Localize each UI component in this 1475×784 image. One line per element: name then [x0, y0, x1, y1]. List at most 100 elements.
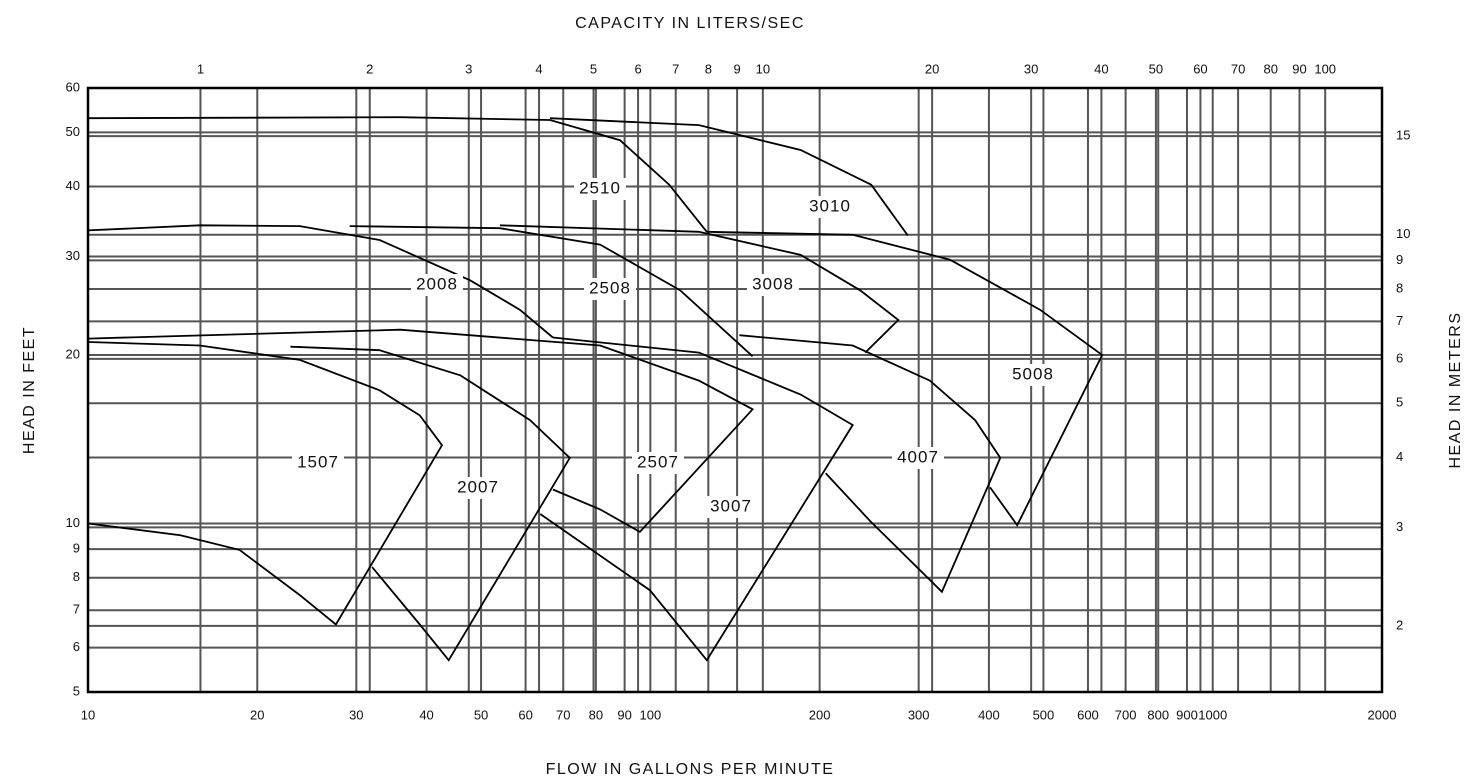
pump-curve	[549, 117, 909, 237]
pump-curve	[499, 224, 900, 354]
grid	[87, 87, 1383, 693]
x2-tick-label: 90	[1292, 61, 1306, 76]
pump-curve	[87, 116, 708, 233]
curves	[87, 116, 1104, 662]
pump-curve	[539, 336, 854, 662]
y-tick-label: 7	[73, 602, 80, 617]
x-tick-label: 60	[518, 707, 532, 722]
label-bg	[632, 452, 684, 474]
x-tick-label: 600	[1077, 707, 1099, 722]
label-bg	[804, 196, 856, 218]
x-axis-title: FLOW IN GALLONS PER MINUTE	[546, 761, 835, 778]
x2-tick-label: 3	[465, 61, 472, 76]
y-tick-label: 8	[73, 569, 80, 584]
x2-tick-label: 6	[634, 61, 641, 76]
y2-tick-label: 15	[1396, 128, 1410, 143]
y2-tick-label: 4	[1396, 449, 1403, 464]
x2-axis-title: CAPACITY IN LITERS/SEC	[575, 15, 805, 32]
label-bg	[584, 278, 636, 300]
y2-tick-label: 3	[1396, 519, 1403, 534]
y2-tick-label: 5	[1396, 395, 1403, 410]
x2-tick-label: 30	[1024, 61, 1038, 76]
y2-tick-label: 6	[1396, 350, 1403, 365]
x2-tick-label: 1	[197, 61, 204, 76]
x2-tick-label: 50	[1149, 61, 1163, 76]
label-bg	[892, 447, 944, 469]
x-tick-label: 1000	[1198, 707, 1227, 722]
pump-curve	[739, 334, 1002, 594]
y2-tick-label: 9	[1396, 252, 1403, 267]
pump-curve	[349, 225, 754, 357]
y-tick-label: 20	[66, 346, 80, 361]
x-tick-label: 90	[617, 707, 631, 722]
pump-curve	[87, 224, 554, 339]
x2-tick-label: 40	[1094, 61, 1108, 76]
curve-label: 2507	[637, 452, 679, 471]
x-tick-label: 800	[1147, 707, 1169, 722]
label-bg	[705, 496, 757, 518]
curve-label: 2510	[579, 178, 621, 197]
x2-tick-label: 70	[1231, 61, 1245, 76]
x2-tick-label: 7	[672, 61, 679, 76]
curve-label: 3007	[710, 496, 752, 515]
pump-curve	[87, 328, 755, 534]
y-tick-label: 10	[66, 515, 80, 530]
x2-tick-label: 9	[733, 61, 740, 76]
label-bg	[747, 274, 799, 296]
x2-tick-label: 10	[756, 61, 770, 76]
label-bg	[292, 452, 344, 474]
x-tick-label: 40	[419, 707, 433, 722]
y2-tick-label: 2	[1396, 617, 1403, 632]
pump-curve	[706, 230, 1104, 527]
curve-label: 3010	[809, 196, 851, 215]
x2-tick-label: 20	[925, 61, 939, 76]
label-bg	[411, 274, 463, 296]
y2-tick-label: 8	[1396, 280, 1403, 295]
x-tick-label: 80	[589, 707, 603, 722]
x-tick-label: 400	[978, 707, 1000, 722]
y-tick-label: 60	[66, 79, 80, 94]
x-tick-label: 10	[81, 707, 95, 722]
y2-axis-title: HEAD IN METERS	[1447, 311, 1464, 468]
x-tick-label: 20	[250, 707, 264, 722]
curve-label: 2007	[457, 477, 499, 496]
x-tick-label: 50	[474, 707, 488, 722]
y-tick-label: 40	[66, 178, 80, 193]
curve-label: 1507	[297, 452, 339, 471]
x-tick-label: 300	[908, 707, 930, 722]
x-tick-label: 100	[640, 707, 662, 722]
y-tick-label: 6	[73, 639, 80, 654]
label-bg	[574, 178, 626, 200]
pump-curve	[290, 345, 571, 662]
y-tick-label: 50	[66, 124, 80, 139]
x2-tick-label: 4	[535, 61, 542, 76]
x-tick-label: 200	[809, 707, 831, 722]
y2-tick-label: 7	[1396, 313, 1403, 328]
plot-frame	[86, 86, 1384, 694]
x-tick-label: 30	[349, 707, 363, 722]
x-tick-label: 70	[556, 707, 570, 722]
x2-tick-label: 100	[1314, 61, 1336, 76]
curve-label: 3008	[752, 274, 794, 293]
x2-tick-label: 2	[366, 61, 373, 76]
pump-curve	[87, 341, 444, 626]
curve-label: 5008	[1012, 364, 1054, 383]
x-tick-label: 900	[1176, 707, 1198, 722]
y-tick-label: 30	[66, 248, 80, 263]
y2-tick-label: 10	[1396, 226, 1410, 241]
label-bg	[452, 477, 504, 499]
y-axis-title: HEAD IN FEET	[21, 326, 38, 454]
curve-label: 2508	[589, 278, 631, 297]
x-tick-label: 500	[1033, 707, 1055, 722]
y-tick-label: 9	[73, 541, 80, 556]
x2-tick-label: 80	[1263, 61, 1277, 76]
x2-tick-label: 60	[1193, 61, 1207, 76]
y-tick-label: 5	[73, 683, 80, 698]
x2-tick-label: 8	[705, 61, 712, 76]
curve-label: 2008	[416, 274, 458, 293]
curve-label: 4007	[897, 447, 939, 466]
x-tick-label: 700	[1115, 707, 1137, 722]
label-bg	[1007, 364, 1059, 386]
x2-tick-label: 5	[590, 61, 597, 76]
